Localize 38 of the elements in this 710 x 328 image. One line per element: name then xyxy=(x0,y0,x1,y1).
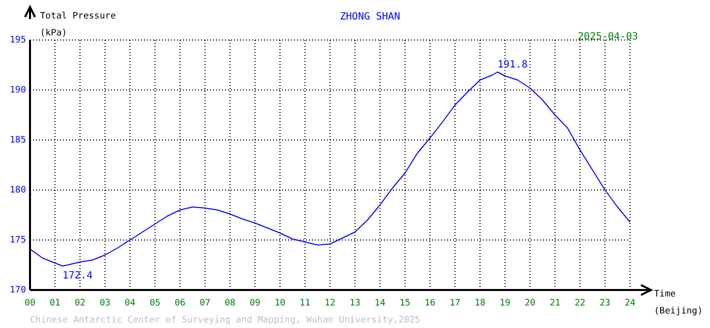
y-tick-label: 175 xyxy=(10,235,26,246)
x-tick-label: 10 xyxy=(274,298,286,309)
x-tick-label: 19 xyxy=(500,298,510,309)
x-tick-label: 09 xyxy=(250,298,260,309)
x-tick-label: 22 xyxy=(574,298,586,309)
x-tick-label: 15 xyxy=(400,298,410,309)
x-tick-label: 20 xyxy=(524,298,536,309)
x-tick-label: 21 xyxy=(550,298,560,309)
x-tick-label: 18 xyxy=(474,298,486,309)
x-tick-label: 12 xyxy=(324,298,336,309)
y-tick-label: 195 xyxy=(10,35,26,46)
x-tick-label: 05 xyxy=(150,298,160,309)
x-tick-label: 14 xyxy=(374,298,386,309)
chart-title: ZHONG SHAN xyxy=(340,12,400,23)
x-tick-label: 17 xyxy=(450,298,460,309)
x-tick-label: 11 xyxy=(300,298,310,309)
y-tick-label: 170 xyxy=(10,285,26,296)
chart-subtitle: 2025-04-03 xyxy=(578,32,638,43)
x-tick-label: 08 xyxy=(224,298,236,309)
x-tick-label: 02 xyxy=(74,298,86,309)
y-axis-title: Total Pressure (kPa) xyxy=(40,11,116,38)
x-tick-label: 03 xyxy=(100,298,110,309)
y-tick-label: 180 xyxy=(10,185,26,196)
x-tick-label: 07 xyxy=(200,298,210,309)
y-tick-label: 190 xyxy=(10,85,26,96)
x-tick-label: 06 xyxy=(174,298,186,309)
x-tick-label: 13 xyxy=(350,298,360,309)
annotation: 191.8 xyxy=(498,60,528,71)
x-axis-title: Time (Beijing) xyxy=(654,289,703,316)
x-tick-label: 16 xyxy=(424,298,436,309)
x-tick-label: 24 xyxy=(624,298,636,309)
x-tick-label: 04 xyxy=(124,298,136,309)
text: Chinese Antarctic Center of Surveying and Mapping, Wuhan University,2025 xyxy=(30,315,420,326)
x-tick-label: 00 xyxy=(24,298,36,309)
x-tick-label: 01 xyxy=(50,298,60,309)
annotation: 172.4 xyxy=(62,270,93,282)
x-tick-label: 23 xyxy=(600,298,610,309)
y-tick-label: 185 xyxy=(10,135,26,146)
